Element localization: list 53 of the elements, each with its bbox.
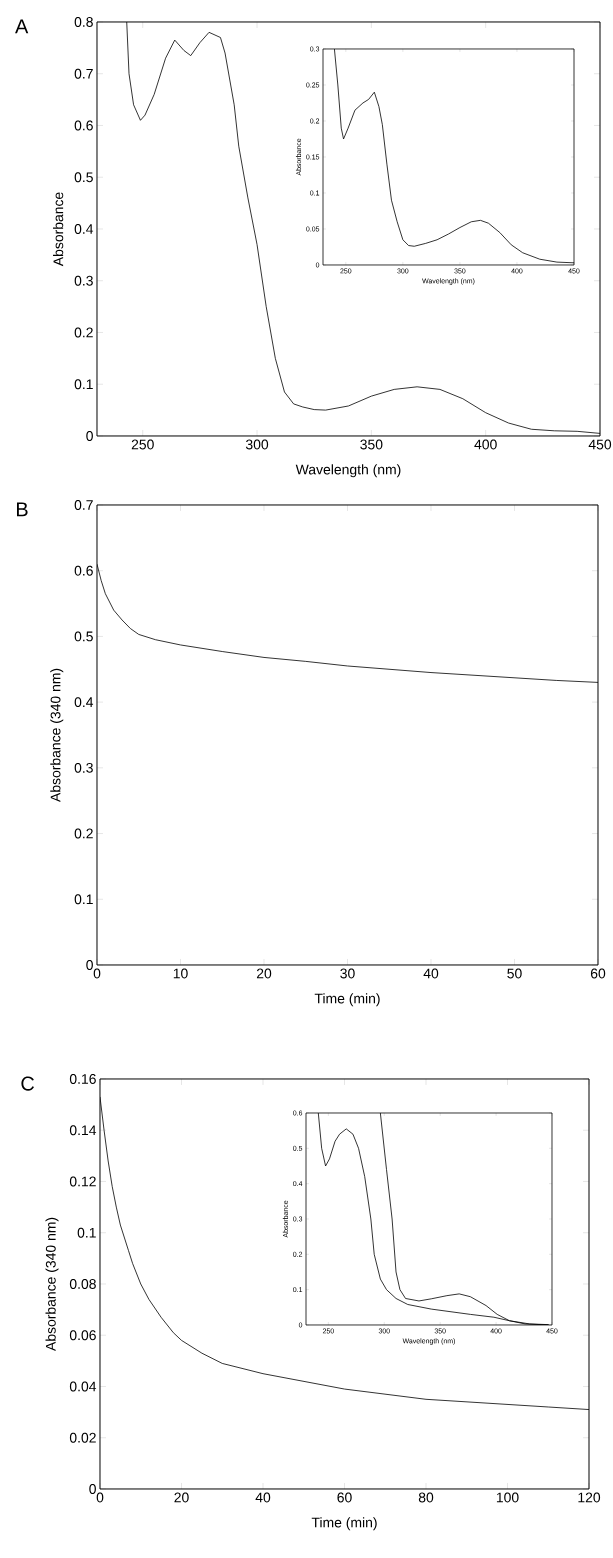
x-tick-label: 100 <box>496 1492 519 1503</box>
y-tick-label: 0.6 <box>74 565 93 576</box>
y-tick-label: 0.3 <box>74 275 93 286</box>
x-axis-title: Time (min) <box>314 993 380 1007</box>
y-tick-label: 0.02 <box>69 1432 96 1443</box>
y-tick-label: 0.1 <box>74 894 93 905</box>
y-tick-label: 0.4 <box>74 224 94 234</box>
y-tick-label: 0.14 <box>69 1125 97 1136</box>
x-tick-label: 40 <box>423 968 439 979</box>
y-tick-label: 0.1 <box>77 1227 96 1238</box>
y-tick-label: 0.12 <box>69 1176 96 1187</box>
x-tick-label: 10 <box>173 968 188 979</box>
x-tick-label: 350 <box>360 439 383 450</box>
x-tick-label: 40 <box>255 1492 271 1503</box>
x-tick-label: 0 <box>96 1492 104 1503</box>
y-axis-title: Absorbance (340 nm) <box>45 1217 59 1352</box>
y-tick-label: 0.06 <box>69 1330 96 1341</box>
x-axis-title: Time (min) <box>311 1517 377 1531</box>
x-tick-label: 400 <box>474 439 497 450</box>
y-tick-label: 0.7 <box>74 500 93 510</box>
y-tick-label: 0 <box>86 960 93 970</box>
y-tick-label: 0.08 <box>69 1279 96 1289</box>
y-tick-label: 0.5 <box>74 172 93 183</box>
x-axis-title: Wavelength (nm) <box>295 464 401 478</box>
y-tick-label: 0 <box>86 431 93 441</box>
y-tick-label: 0.8 <box>74 17 93 27</box>
y-tick-label: 0 <box>89 1484 96 1494</box>
x-tick-label: 50 <box>507 968 522 979</box>
y-tick-label: 0.6 <box>74 120 93 131</box>
y-tick-label: 0.1 <box>74 379 93 390</box>
y-tick-label: 0.04 <box>69 1381 97 1392</box>
y-axis-title: Absorbance <box>53 192 64 267</box>
y-tick-label: 0.2 <box>74 327 93 338</box>
chart-title: C <box>21 1076 35 1091</box>
y-tick-label: 0.2 <box>74 828 93 839</box>
y-tick-label: 0.3 <box>74 762 93 773</box>
y-axis-title: Absorbance (340 nm) <box>50 668 64 803</box>
x-tick-label: 120 <box>578 1492 601 1503</box>
x-tick-label: 250 <box>131 439 154 450</box>
y-tick-label: 0.16 <box>69 1074 96 1084</box>
x-tick-label: 300 <box>245 439 269 450</box>
x-tick-label: 30 <box>340 968 355 979</box>
x-tick-label: 450 <box>588 439 612 450</box>
x-tick-label: 60 <box>590 968 606 979</box>
y-tick-label: 0.5 <box>74 631 93 642</box>
chart-title: A <box>15 19 29 34</box>
x-tick-label: 80 <box>418 1492 434 1503</box>
y-tick-label: 0.4 <box>74 697 94 708</box>
x-tick-label: 60 <box>337 1492 352 1503</box>
chart-title: B <box>16 502 28 517</box>
x-tick-label: 20 <box>256 968 272 979</box>
y-tick-label: 0.7 <box>74 68 93 79</box>
x-tick-label: 20 <box>174 1492 189 1503</box>
